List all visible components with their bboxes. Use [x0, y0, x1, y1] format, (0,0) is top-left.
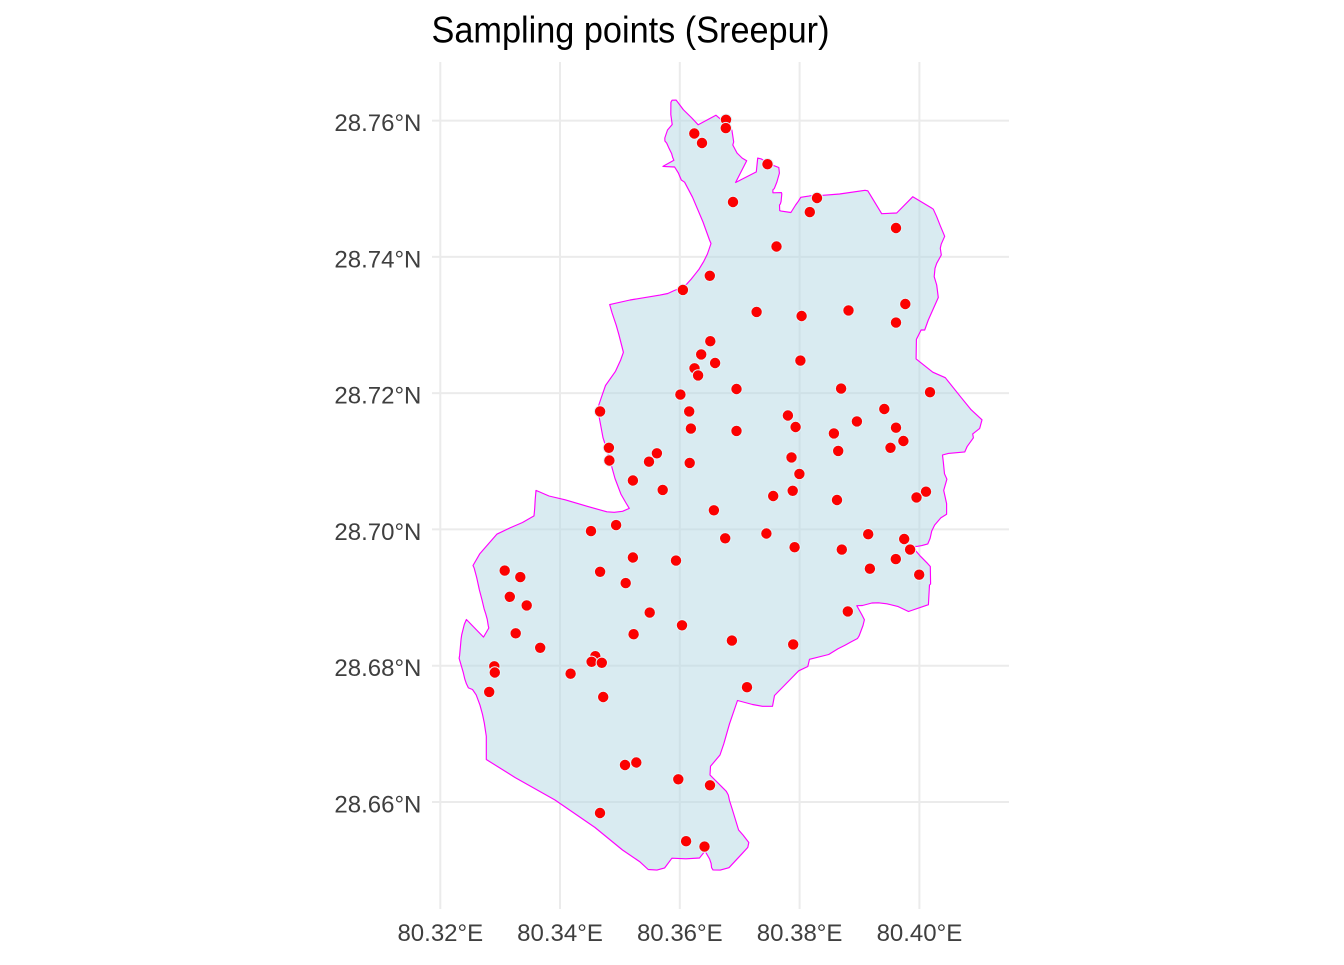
svg-text:80.38°E: 80.38°E [757, 920, 843, 947]
svg-text:28.72°N: 28.72°N [334, 383, 421, 410]
svg-text:28.74°N: 28.74°N [334, 246, 421, 273]
svg-text:Sampling points (Sreepur): Sampling points (Sreepur) [432, 8, 830, 50]
svg-text:80.36°E: 80.36°E [637, 920, 723, 947]
svg-text:80.40°E: 80.40°E [877, 920, 963, 947]
svg-text:80.34°E: 80.34°E [517, 920, 603, 947]
svg-text:28.66°N: 28.66°N [334, 791, 421, 818]
svg-text:28.68°N: 28.68°N [334, 655, 421, 682]
svg-text:28.70°N: 28.70°N [334, 519, 421, 546]
svg-text:80.32°E: 80.32°E [397, 920, 483, 947]
svg-text:28.76°N: 28.76°N [334, 110, 421, 137]
